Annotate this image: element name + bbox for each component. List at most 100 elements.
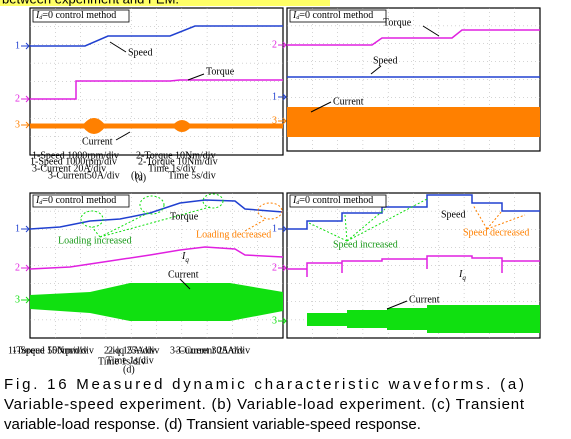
scope-panel: Id=0 control method 2 1 3 Torque Speed Current [272, 7, 541, 152]
waveform [472, 204, 526, 230]
annotation: Torque [206, 66, 235, 77]
method-label: Id=0 control method [35, 10, 116, 21]
symbol: I [458, 269, 463, 280]
waveform [307, 305, 540, 333]
waveform [244, 218, 267, 232]
waveform [80, 210, 104, 228]
symbol: I [35, 10, 40, 21]
waveform [139, 195, 165, 215]
scale-label: 1-Torque 15Nm/div [8, 345, 88, 356]
symbol: I [181, 251, 186, 262]
channel-marker: 1 [15, 223, 20, 234]
scale-label: 2-iq 15A/div [104, 345, 155, 356]
iq-label: Iq [458, 269, 466, 281]
annotation-arrow [386, 300, 408, 310]
method-box [289, 9, 387, 23]
method-box [32, 9, 130, 23]
scale-label: 3-Current 20A/div [32, 163, 106, 174]
channel-marker: 1 [272, 91, 277, 102]
method-text: =0 control method [299, 195, 373, 206]
scale-label: 2-Torque 10Nm/div [138, 156, 218, 167]
annotation: Torque [383, 17, 412, 28]
waveform [29, 199, 284, 230]
symbol: I [292, 195, 297, 206]
annotation: Current [168, 269, 199, 280]
method-label: Id=0 control method [292, 10, 373, 21]
panel-label: (d) [123, 364, 135, 375]
channel-arrow [21, 42, 30, 50]
scale-label: 1-Speed 500rpm/div [12, 345, 94, 356]
annotation-arrow [179, 278, 191, 290]
waveform [30, 283, 283, 321]
channel-marker: 2 [272, 39, 277, 50]
method-label: Id=0 control method [292, 195, 373, 206]
channel-marker: 3 [15, 119, 20, 130]
method-text: =0 control method [299, 10, 373, 21]
subscript: q [185, 256, 189, 264]
method-label: Id=0 control method [35, 195, 116, 206]
header-fragment: between experiment and FEM. [2, 0, 179, 6]
waveform [287, 29, 540, 46]
annotation-arrow [187, 73, 205, 81]
channel-arrow [278, 41, 287, 49]
channel-arrow [278, 93, 287, 101]
scope-panel: Id=0 control method 1 2 3 Speed Speed increas… [272, 192, 541, 339]
waveform [82, 118, 106, 134]
annotation: Speed increased [333, 239, 398, 250]
channel-marker: 1 [15, 40, 20, 51]
channel-arrow [21, 225, 30, 233]
caption-line: variable-load response. (d) Transient va… [4, 416, 421, 433]
scale-label: 2-Torque 10Nm/div [136, 150, 216, 161]
scale-label: 3-Current50A/div [48, 170, 120, 181]
annotation: Speed decreased [463, 227, 529, 238]
channel-arrow [21, 95, 30, 103]
scale-label: 1-Speed 1000rpm/div [32, 150, 119, 161]
channel-marker: 3 [15, 294, 20, 305]
waveform [287, 107, 540, 137]
panel-label: (a) [135, 172, 146, 183]
annotation: Speed [373, 55, 397, 66]
highlight [0, 0, 330, 6]
waveform [30, 79, 283, 100]
channel-arrow [278, 317, 287, 325]
waveform [287, 194, 540, 230]
channel-marker: 1 [272, 223, 277, 234]
method-box [289, 194, 387, 208]
annotation-arrow [422, 25, 440, 37]
scale-label: 3-Current 25A/div [176, 345, 250, 356]
scope-panel: Id=0 control method 1 2 3 Torque Loading incr… [15, 192, 284, 339]
annotation: Torque [170, 211, 199, 222]
annotation: Speed [128, 47, 152, 58]
waveform [172, 120, 192, 132]
annotation-arrow [115, 131, 131, 141]
caption-line: Variable-speed experiment. (b) Variable-… [4, 396, 525, 413]
waveform [91, 206, 211, 238]
subscript: d [39, 200, 43, 206]
subscript: d [296, 15, 300, 21]
scope-panel: Id=0 control method 1 2 3 Speed Torque Current [15, 7, 284, 156]
iq-label: Iq [181, 251, 189, 263]
waveform [308, 198, 428, 242]
channel-arrow [21, 296, 30, 304]
annotation-arrow [109, 41, 127, 53]
annotation: Loading decreased [196, 229, 271, 240]
annotation-arrow [370, 65, 382, 75]
annotation: Current [82, 136, 113, 147]
waveform [287, 255, 540, 277]
symbol: I [292, 10, 297, 21]
channel-marker: 2 [15, 93, 20, 104]
panel-label: (b) [131, 170, 143, 181]
method-text: =0 control method [42, 195, 116, 206]
scale-label: Time 5s/div [168, 170, 216, 181]
annotation: Current [409, 294, 440, 305]
subscript: d [296, 200, 300, 206]
method-box [32, 194, 130, 208]
channel-marker: 3 [272, 115, 277, 126]
waveform [29, 246, 284, 270]
scale-label: 2-iq 25A/div [108, 345, 159, 356]
channel-marker: 2 [15, 262, 20, 273]
caption-line: Fig. 16 Measured dynamic characteristic … [4, 376, 524, 393]
waveform [30, 25, 283, 47]
